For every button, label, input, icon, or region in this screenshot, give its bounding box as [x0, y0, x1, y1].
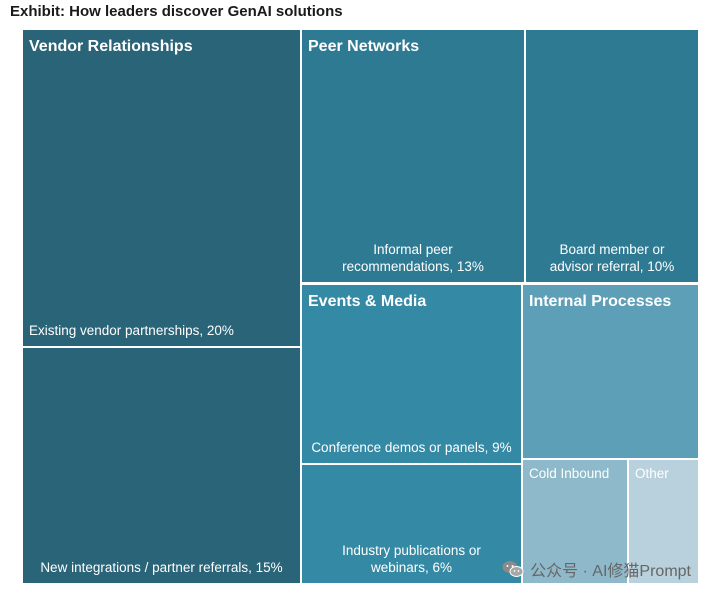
leaf-text-new-integrations: New integrations / partner referrals, 15…: [40, 560, 283, 576]
group-label-events: Events & Media: [308, 293, 427, 310]
watermark-text: 公众号 · AI修猫Prompt: [530, 563, 691, 580]
leaf-label-industry-pubs: Industry publications or webinars, 6%: [342, 543, 481, 576]
cell-industry-pubs: Industry publications or webinars, 6%: [302, 465, 521, 583]
cell-new-integrations: New integrations / partner referrals, 15…: [23, 348, 300, 583]
group-label-internal: Internal Processes: [529, 293, 672, 310]
group-label-vendor: Vendor Relationships: [29, 38, 193, 55]
leaf-label-cold-inbound: Cold Inbound: [529, 466, 610, 481]
leaf-label-existing-vendor: Existing vendor partnerships, 20%: [29, 323, 234, 339]
cell-internal-processes: Internal Processes: [523, 285, 698, 458]
cell-board-member: Board member or advisor referral, 10%: [526, 30, 698, 282]
cell-conference: Events & Media Conference demos or panel…: [302, 285, 521, 463]
cell-cold-inbound: Cold Inbound: [523, 460, 627, 583]
leaf-label-board-member: Board member or advisor referral, 10%: [549, 242, 675, 275]
chart-title: Exhibit: How leaders discover GenAI solu…: [10, 3, 343, 20]
leaf-label-informal-peer: Informal peer recommendations, 13%: [342, 242, 484, 275]
leaf-label-other: Other: [635, 466, 669, 481]
leaf-label-conference: Conference demos or panels, 9%: [311, 440, 512, 456]
wechat-icon: [502, 561, 524, 577]
cell-informal-peer: Peer Networks Informal peer recommendati…: [302, 30, 524, 282]
leaf-label-new-integrations: New integrations / partner referrals, 15…: [23, 560, 300, 577]
group-label-peer: Peer Networks: [308, 38, 420, 55]
cell-other: Other: [629, 460, 698, 583]
watermark: 公众号 · AI修猫Prompt: [502, 557, 691, 581]
cell-existing-vendor: Vendor Relationships Existing vendor par…: [23, 30, 300, 346]
